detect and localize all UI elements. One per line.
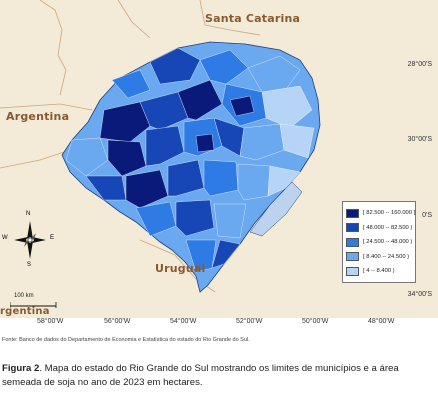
legend-swatch [346, 223, 359, 233]
lagoon-shape [249, 181, 303, 237]
lon-label-50: 50°00'W [302, 318, 329, 325]
label-santa-catarina: Santa Catarina [205, 12, 301, 25]
legend-label: [ 8.400 -- 24.500 ) [363, 253, 410, 260]
scale-bar: 100 km [10, 293, 70, 310]
compass-s: S [27, 262, 32, 268]
compass-icon [14, 221, 46, 259]
neighbour-borders [0, 0, 261, 293]
scale-label: 100 km [14, 293, 34, 299]
legend-swatch [346, 237, 359, 247]
lon-label-54: 54°00'W [170, 318, 197, 325]
legend-item: [ 48.000 -- 82.500 ) [346, 221, 412, 236]
source-note: Fonte: Banco de dados do Departamento de… [2, 337, 250, 343]
lat-label-34: 34°00'S [407, 291, 432, 298]
map-frame: Santa Catarina Argentina Uruguai rgentin… [0, 0, 438, 318]
compass-w: W [2, 235, 8, 241]
municipality-patches [65, 47, 315, 273]
lon-label-56: 56°00'W [104, 318, 131, 325]
legend-label: [ 24.500 -- 48.000 ) [363, 239, 413, 246]
label-argentina-bottom: rgentina [0, 306, 50, 317]
compass-e: E [50, 235, 55, 241]
legend-item: [ 4 -- 8.400 ) [346, 264, 412, 279]
legend-item: [ 24.500 -- 48.000 ) [346, 235, 412, 250]
legend-label: [ 82.500 -- 160.000 ] [363, 210, 416, 217]
label-uruguai: Uruguai [155, 262, 206, 275]
legend-item: [ 8.400 -- 24.500 ) [346, 250, 412, 265]
lat-label-32: 0'S [422, 212, 432, 219]
lon-label-48: 48°00'W [368, 318, 395, 325]
label-argentina: Argentina [6, 110, 70, 123]
caption-label: Figura 2 [2, 363, 40, 374]
legend-swatch [346, 208, 359, 218]
compass-n: N [26, 211, 31, 217]
legend-item: [ 82.500 -- 160.000 ] [346, 206, 416, 221]
legend-swatch [346, 252, 359, 262]
compass-rose: N S W E [2, 211, 54, 268]
scale-bar-graphic [10, 302, 57, 308]
lat-label-30: 30°00'S [407, 136, 432, 143]
legend-swatch [346, 266, 359, 276]
lat-label-28: 28°00'S [407, 61, 432, 68]
caption-text: . Mapa do estado do Rio Grande do Sul mo… [2, 363, 399, 388]
legend-label: [ 4 -- 8.400 ) [363, 268, 395, 275]
lon-label-52: 52°00'W [236, 318, 263, 325]
map-svg [0, 0, 321, 293]
figure-caption: Figura 2. Mapa do estado do Rio Grande d… [2, 362, 434, 390]
legend-label: [ 48.000 -- 82.500 ) [363, 224, 413, 231]
legend: [ 82.500 -- 160.000 ] [ 48.000 -- 82.500… [342, 201, 416, 283]
lon-label-58: 58°00'W [37, 318, 64, 325]
